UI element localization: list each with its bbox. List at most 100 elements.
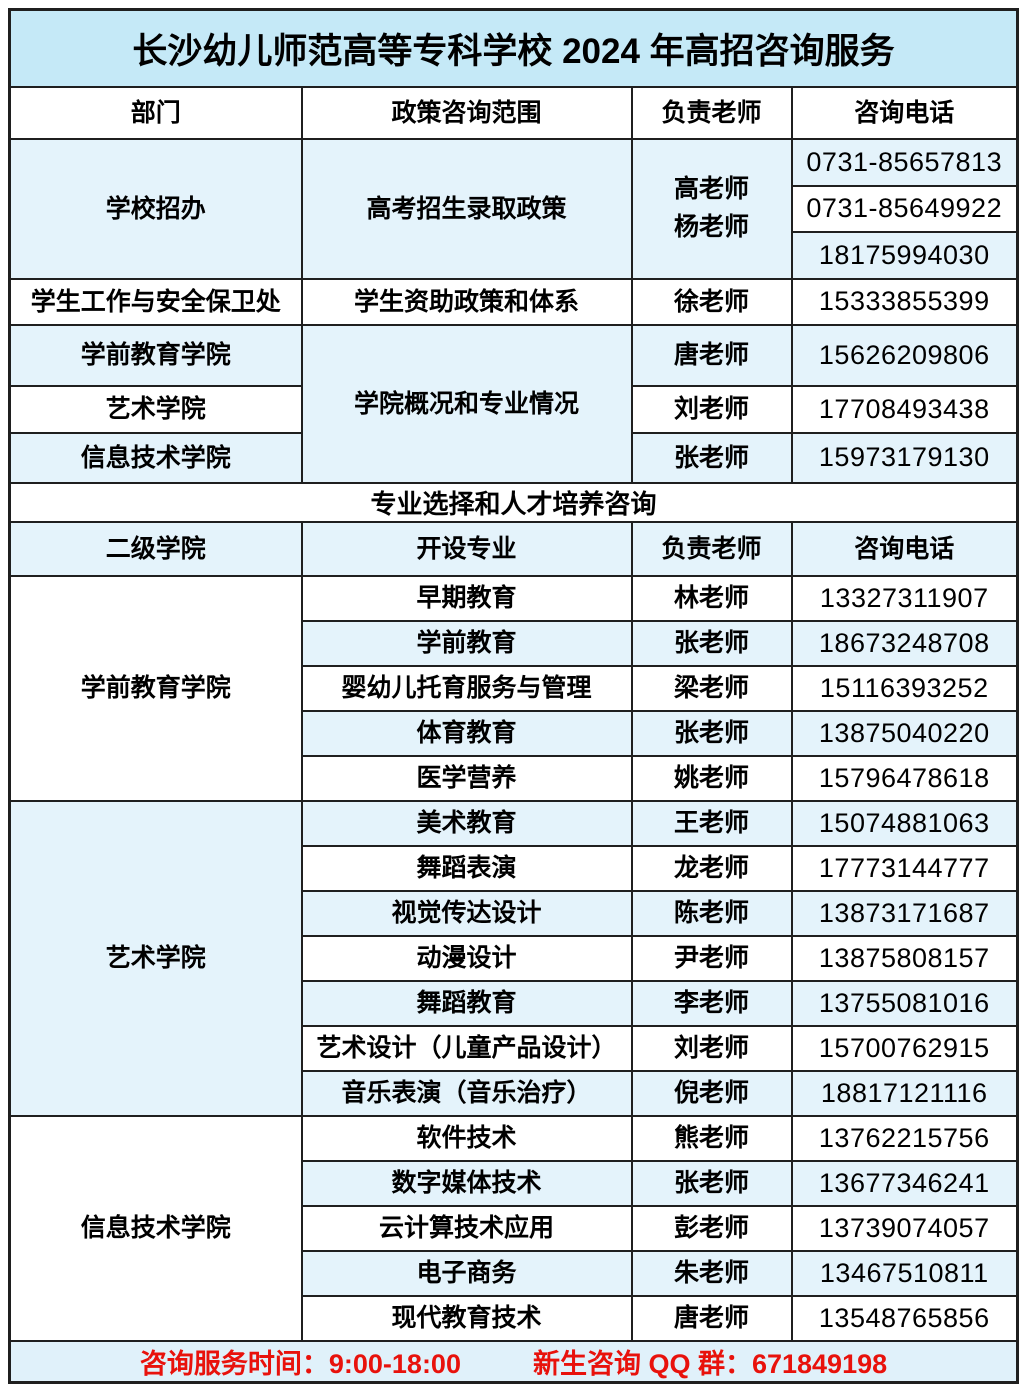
teacher-cell: 林老师 [630,574,793,622]
phone-cell: 15116393252 [790,664,1019,712]
table-row: 学前教育 张老师 18673248708 [10,619,1019,667]
table-row: 舞蹈教育 李老师 13755081016 [10,979,1019,1027]
teacher-cell: 梁老师 [630,664,793,712]
teacher-cell: 陈老师 [630,889,793,937]
phone-cell: 13875040220 [790,709,1019,757]
table-row: 信息技术学院 张老师 15973179130 [8,431,1019,484]
phone-cell: 15626209806 [790,323,1019,387]
section2-banner-row: 专业选择和人才培养咨询 [8,481,1019,523]
section2-header-row: 二级学院 开设专业 负责老师 咨询电话 [8,520,1019,577]
phone-cell: 13467510811 [790,1249,1019,1297]
table-row: 音乐表演（音乐治疗） 倪老师 18817121116 [10,1069,1019,1117]
table-row: 动漫设计 尹老师 13875808157 [10,934,1019,982]
college-cell: 学前教育学院 [8,574,303,802]
teacher-cell: 尹老师 [630,934,793,982]
teacher-cell: 高老师 杨老师 [630,137,793,280]
page-title: 长沙幼儿师范高等专科学校 2024 年高招咨询服务 [8,8,1019,88]
phone-cell: 18673248708 [790,619,1019,667]
teacher-cell: 王老师 [630,799,793,847]
department-cell: 艺术学院 [8,384,303,434]
col-header-teacher: 负责老师 [630,520,793,577]
col-header-major: 开设专业 [300,520,633,577]
phone-cell: 0731-85649922 [790,184,1019,233]
major-cell: 早期教育 [300,574,633,622]
col-header-department: 部门 [8,85,303,140]
major-cell: 动漫设计 [300,934,633,982]
major-cell: 视觉传达设计 [300,889,633,937]
phone-cell: 17773144777 [790,844,1019,892]
teacher-cell: 李老师 [630,979,793,1027]
phone-cell: 13327311907 [790,574,1019,622]
major-cell: 数字媒体技术 [300,1159,633,1207]
major-cell: 软件技术 [300,1114,633,1162]
major-cell: 学前教育 [300,619,633,667]
teacher-cell: 刘老师 [630,1024,793,1072]
major-cell: 体育教育 [300,709,633,757]
table-row: 艺术学院 刘老师 17708493438 [8,384,1019,434]
teacher-cell: 唐老师 [630,323,793,387]
consultation-sheet: 长沙幼儿师范高等专科学校 2024 年高招咨询服务 部门 政策咨询范围 负责老师… [8,8,1019,1384]
teacher-cell: 张老师 [630,431,793,484]
col-header-policy-scope: 政策咨询范围 [300,85,633,140]
department-cell: 学生工作与安全保卫处 [8,277,303,326]
table-row: 信息技术学院 软件技术 熊老师 13762215756 [8,1114,1019,1342]
policy-scope-cell: 高考招生录取政策 [300,137,633,280]
table-row: 学校招办 高考招生录取政策 高老师 杨老师 0731-85657813 [8,137,1019,280]
major-cell: 艺术设计（儿童产品设计） [300,1024,633,1072]
major-cell: 舞蹈教育 [300,979,633,1027]
phone-cell: 18175994030 [790,230,1019,280]
teacher-cell: 龙老师 [630,844,793,892]
major-cell: 医学营养 [300,754,633,802]
title-row: 长沙幼儿师范高等专科学校 2024 年高招咨询服务 [8,8,1019,88]
phone-cell: 15973179130 [790,431,1019,484]
table-row: 学前教育学院 早期教育 林老师 13327311907 [8,574,1019,802]
policy-scope-cell: 学院概况和专业情况 [300,323,633,484]
teacher-cell: 张老师 [630,619,793,667]
teacher-cell: 姚老师 [630,754,793,802]
teacher-cell: 熊老师 [630,1114,793,1162]
department-cell: 学前教育学院 [8,323,303,387]
section-banner: 专业选择和人才培养咨询 [8,481,1019,523]
policy-scope-cell: 学生资助政策和体系 [300,277,633,326]
qq-group-text: 新生咨询 QQ 群：671849198 [532,1348,888,1379]
phone-cell: 13762215756 [790,1114,1019,1162]
table-row: 艺术学院 美术教育 王老师 15074881063 [8,799,1019,1117]
table-row: 18175994030 [10,230,1019,280]
major-cell: 婴幼儿托育服务与管理 [300,664,633,712]
table-row: 视觉传达设计 陈老师 13873171687 [10,889,1019,937]
teacher-cell: 张老师 [630,709,793,757]
table-row: 婴幼儿托育服务与管理 梁老师 15116393252 [10,664,1019,712]
table-row: 体育教育 张老师 13875040220 [10,709,1019,757]
major-cell: 现代教育技术 [300,1294,633,1342]
major-cell: 电子商务 [300,1249,633,1297]
teacher-cell: 彭老师 [630,1204,793,1252]
footer-bar: 咨询服务时间：9:00-18:00 新生咨询 QQ 群：671849198 [8,1339,1019,1383]
teacher-cell: 徐老师 [630,277,793,326]
col-header-phone: 咨询电话 [790,85,1019,140]
phone-cell: 15700762915 [790,1024,1019,1072]
phone-cell: 13677346241 [790,1159,1019,1207]
consultation-table: 长沙幼儿师范高等专科学校 2024 年高招咨询服务 部门 政策咨询范围 负责老师… [8,8,1019,1384]
teacher-cell: 倪老师 [630,1069,793,1117]
col-header-phone: 咨询电话 [790,520,1019,577]
col-header-college: 二级学院 [8,520,303,577]
phone-cell: 13873171687 [790,889,1019,937]
teacher-cell: 朱老师 [630,1249,793,1297]
teacher-cell: 刘老师 [630,384,793,434]
major-cell: 舞蹈表演 [300,844,633,892]
table-row: 云计算技术应用 彭老师 13739074057 [10,1204,1019,1252]
footer-row: 咨询服务时间：9:00-18:00 新生咨询 QQ 群：671849198 [8,1339,1019,1383]
footer-content: 咨询服务时间：9:00-18:00 新生咨询 QQ 群：671849198 [15,1342,1012,1380]
table-row: 学生工作与安全保卫处 学生资助政策和体系 徐老师 15333855399 [8,277,1019,326]
phone-cell: 13875808157 [790,934,1019,982]
phone-cell: 15796478618 [790,754,1019,802]
phone-cell: 13739074057 [790,1204,1019,1252]
phone-cell: 15333855399 [790,277,1019,326]
phone-cell: 13755081016 [790,979,1019,1027]
table-row: 学前教育学院 学院概况和专业情况 唐老师 15626209806 [8,323,1019,484]
phone-cell: 13548765856 [790,1294,1019,1342]
phone-cell: 18817121116 [790,1069,1019,1117]
major-cell: 音乐表演（音乐治疗） [300,1069,633,1117]
table-row: 0731-85649922 [10,184,1019,233]
phone-cell: 0731-85657813 [790,137,1019,187]
